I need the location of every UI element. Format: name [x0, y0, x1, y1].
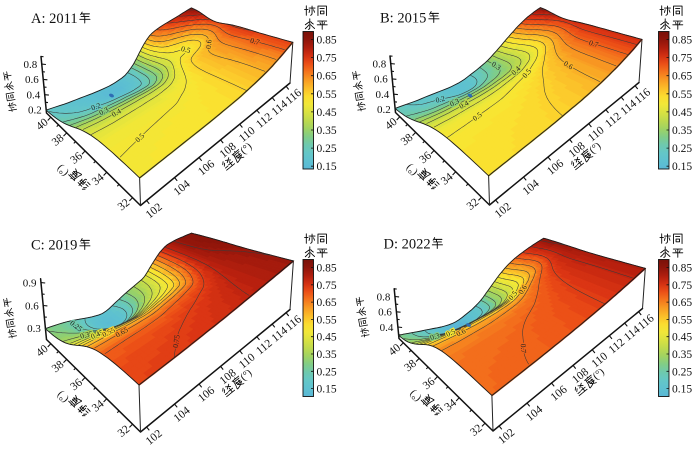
svg-text:0.55: 0.55	[672, 89, 692, 101]
svg-text:D: 2022: D: 2022	[384, 237, 431, 253]
svg-text:A: 2011: A: 2011	[31, 11, 78, 27]
svg-text:0.45: 0.45	[672, 332, 692, 344]
svg-text:0.25: 0.25	[317, 143, 337, 155]
svg-text:0.85: 0.85	[672, 263, 692, 275]
svg-text:0.7: 0.7	[249, 36, 261, 47]
svg-text:0.15: 0.15	[672, 384, 692, 396]
svg-text:0.65: 0.65	[672, 297, 692, 309]
svg-text:0.4: 0.4	[380, 322, 394, 334]
svg-text:0.55: 0.55	[672, 314, 692, 326]
svg-text:0.75: 0.75	[317, 53, 337, 65]
svg-text:0.2: 0.2	[377, 104, 391, 116]
svg-text:0.3: 0.3	[429, 331, 441, 342]
svg-text:0.85: 0.85	[317, 263, 337, 275]
svg-text:0.7: 0.7	[588, 38, 600, 49]
svg-text:0.35: 0.35	[317, 125, 337, 137]
svg-text:0.2: 0.2	[28, 105, 42, 117]
svg-text:0.75: 0.75	[317, 280, 337, 292]
svg-text:0.35: 0.35	[672, 125, 692, 137]
svg-text:0.75: 0.75	[171, 334, 182, 349]
svg-text:0.6: 0.6	[204, 39, 214, 49]
svg-text:0.4: 0.4	[375, 89, 389, 101]
svg-text:0.15: 0.15	[317, 384, 337, 396]
svg-text:0.5: 0.5	[180, 44, 192, 55]
svg-text:0.4: 0.4	[26, 90, 40, 102]
svg-text:C: 2019: C: 2019	[31, 238, 77, 254]
svg-text:0.25: 0.25	[672, 366, 692, 378]
svg-text:0.7: 0.7	[519, 343, 529, 353]
svg-text:0.65: 0.65	[317, 71, 337, 83]
svg-text:0.8: 0.8	[373, 58, 387, 70]
svg-text:0.75: 0.75	[672, 53, 692, 65]
svg-text:0.55: 0.55	[317, 89, 337, 101]
svg-text:0.3: 0.3	[27, 323, 41, 335]
svg-text:0.15: 0.15	[317, 161, 337, 173]
svg-text:0.25: 0.25	[317, 366, 337, 378]
svg-text:0.6: 0.6	[25, 300, 39, 312]
svg-text:0.45: 0.45	[317, 332, 337, 344]
svg-text:0.85: 0.85	[672, 35, 692, 47]
svg-text:0.25: 0.25	[672, 143, 692, 155]
svg-text:0.55: 0.55	[317, 314, 337, 326]
svg-text:0.6: 0.6	[25, 74, 39, 86]
svg-text:0.8: 0.8	[24, 59, 38, 71]
svg-text:0.2: 0.2	[435, 94, 446, 105]
svg-text:0.85: 0.85	[317, 35, 337, 47]
svg-text:0.9: 0.9	[23, 277, 37, 289]
svg-text:0.35: 0.35	[317, 349, 337, 361]
svg-text:0.15: 0.15	[672, 161, 692, 173]
svg-text:0.6: 0.6	[374, 74, 388, 86]
svg-text:0.45: 0.45	[672, 107, 692, 119]
svg-text:0.65: 0.65	[317, 297, 337, 309]
svg-text:0.75: 0.75	[672, 280, 692, 292]
svg-text:0.45: 0.45	[317, 107, 337, 119]
svg-text:0.35: 0.35	[672, 349, 692, 361]
svg-text:B: 2015: B: 2015	[380, 11, 426, 27]
svg-text:0.8: 0.8	[377, 291, 391, 303]
svg-text:0.6: 0.6	[378, 307, 392, 319]
svg-text:0.65: 0.65	[672, 71, 692, 83]
